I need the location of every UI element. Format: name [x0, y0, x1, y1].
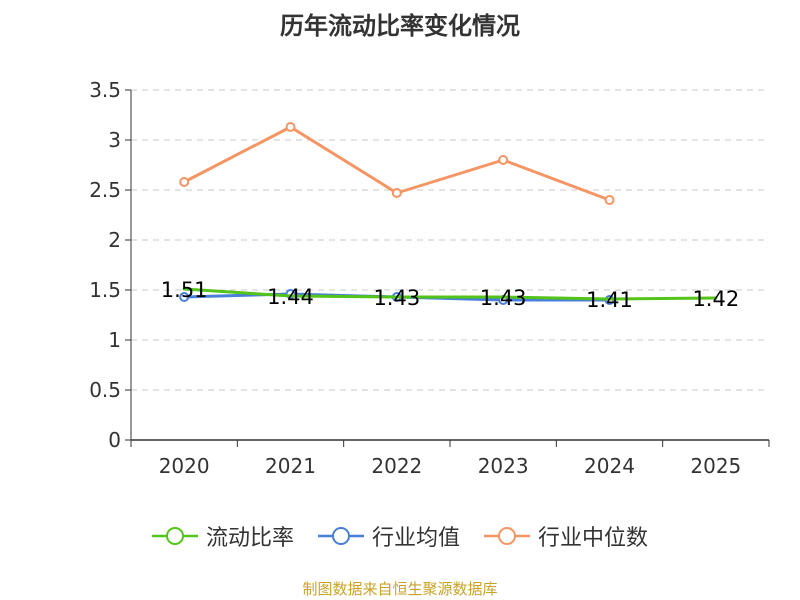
data-label: 1.43: [480, 286, 527, 310]
x-tick-label: 2023: [478, 454, 529, 478]
legend: 流动比率 行业均值 行业中位数: [0, 520, 800, 552]
legend-label: 行业中位数: [538, 526, 649, 551]
x-tick-label: 2022: [371, 454, 422, 478]
data-labels: 1.51 1.44 1.43 1.43 1.41 1.42: [161, 278, 739, 312]
y-tick-label: 1: [108, 328, 121, 352]
legend-item-industry-median[interactable]: 行业中位数: [484, 520, 648, 552]
data-label: 1.51: [161, 278, 208, 302]
legend-item-current-ratio[interactable]: 流动比率: [151, 520, 294, 552]
y-tick-label: 0: [108, 428, 121, 452]
legend-item-industry-mean[interactable]: 行业均值: [317, 520, 460, 552]
legend-line-icon: [151, 527, 198, 545]
y-tick-label: 2.5: [89, 178, 121, 202]
source-note: 制图数据来自恒生聚源数据库: [302, 580, 498, 598]
data-label: 1.42: [692, 287, 739, 311]
y-tick-label: 3.5: [89, 78, 121, 102]
chart-title: 历年流动比率变化情况: [280, 12, 520, 40]
series-point-2[interactable]: [179, 177, 190, 187]
y-tick-label: 1.5: [89, 278, 121, 302]
data-label: 1.43: [373, 286, 420, 310]
legend-label: 行业均值: [371, 526, 460, 551]
series-point-2[interactable]: [604, 195, 615, 205]
series-point-2[interactable]: [498, 155, 509, 165]
legend-line-icon: [484, 527, 530, 545]
x-tick-label: 2025: [690, 454, 741, 478]
x-tick-label: 2021: [265, 454, 316, 478]
legend-line-icon: [317, 527, 364, 545]
axes: 0 0.5 1 1.5 2 2.5 3 3.5 2020 2021 2022 2023 2024 2025: [89, 78, 770, 478]
x-tick-label: 2020: [159, 454, 210, 478]
series-point-1[interactable]: [179, 292, 190, 302]
series-line-0: [182, 287, 718, 301]
grid-lines: [131, 89, 769, 391]
legend-label: 流动比率: [205, 526, 294, 551]
y-tick-label: 3: [108, 128, 121, 152]
data-label: 1.44: [267, 285, 314, 309]
x-tick-label: 2024: [584, 454, 635, 478]
series-point-2[interactable]: [285, 122, 296, 132]
y-tick-label: 0.5: [89, 378, 121, 402]
series-lines: [179, 122, 718, 305]
data-label: 1.41: [586, 288, 633, 312]
series-point-2[interactable]: [391, 188, 402, 198]
y-tick-label: 2: [108, 228, 121, 252]
